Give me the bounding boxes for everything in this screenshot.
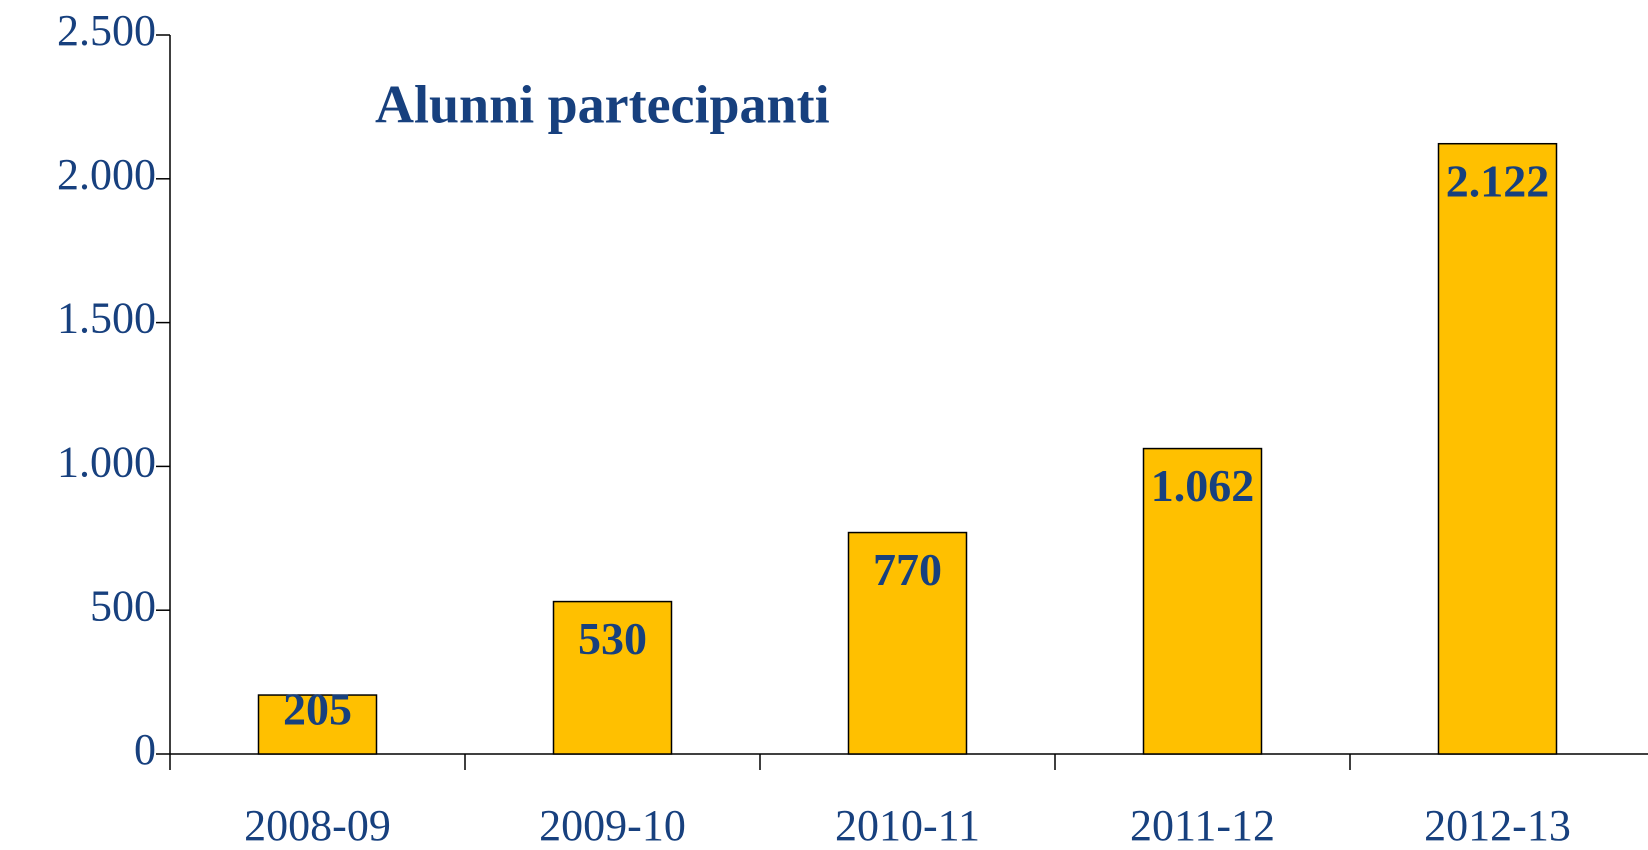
y-tick-label: 2.000 (57, 150, 156, 199)
bar (552, 600, 673, 755)
chart-title: Alunni partecipanti (375, 74, 830, 134)
bar (1142, 447, 1263, 755)
data-label: 1.062 (1151, 460, 1255, 511)
data-label: 530 (578, 613, 647, 664)
data-label: 770 (873, 544, 942, 595)
bar (847, 531, 968, 755)
y-tick-label: 1.000 (57, 437, 156, 486)
x-tick-label: 2010-11 (835, 801, 980, 850)
bar (257, 694, 378, 755)
x-tick-label: 2008-09 (244, 801, 391, 850)
y-tick-label: 1.500 (57, 294, 156, 343)
bar (1437, 142, 1558, 755)
data-label: 205 (283, 684, 352, 735)
x-tick-label: 2012-13 (1424, 801, 1571, 850)
y-tick-label: 500 (90, 581, 156, 630)
x-tick-label: 2009-10 (539, 801, 686, 850)
x-tick-label: 2011-12 (1130, 801, 1275, 850)
y-tick-label: 0 (134, 725, 156, 774)
data-label: 2.122 (1446, 155, 1550, 206)
y-tick-label: 2.500 (57, 6, 156, 55)
